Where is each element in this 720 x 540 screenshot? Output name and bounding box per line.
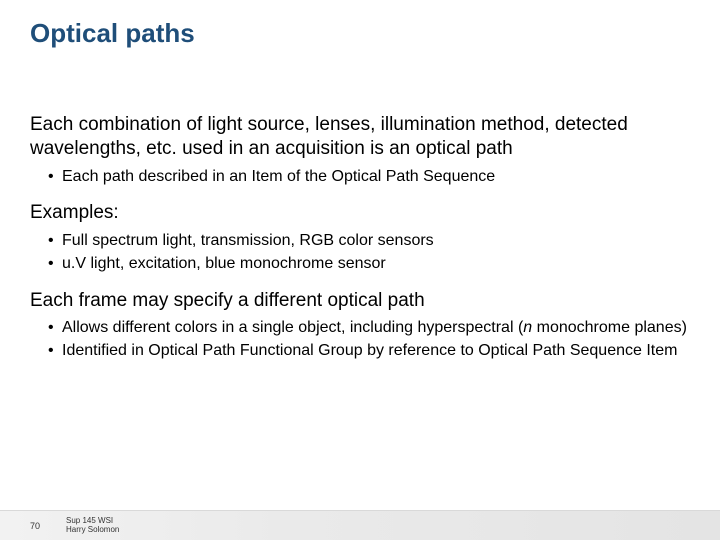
list-item: Identified in Optical Path Functional Gr…: [48, 341, 690, 362]
bullet-list: Allows different colors in a single obje…: [30, 318, 690, 362]
list-item: Allows different colors in a single obje…: [48, 318, 690, 339]
lead-text: Each combination of light source, lenses…: [30, 113, 690, 161]
bullet-text-post: monochrome planes): [532, 319, 687, 336]
list-item: Each path described in an Item of the Op…: [48, 167, 690, 188]
content-block-2: Examples: Full spectrum light, transmiss…: [30, 201, 690, 274]
bullet-list: Full spectrum light, transmission, RGB c…: [30, 231, 690, 275]
list-item: u.V light, excitation, blue monochrome s…: [48, 254, 690, 275]
list-item: Full spectrum light, transmission, RGB c…: [48, 231, 690, 252]
slide-footer: 70 Sup 145 WSI Harry Solomon: [0, 510, 720, 540]
bullet-text-pre: Allows different colors in a single obje…: [62, 319, 523, 336]
content-block-3: Each frame may specify a different optic…: [30, 289, 690, 362]
content-block-1: Each combination of light source, lenses…: [30, 113, 690, 187]
footer-line-2: Harry Solomon: [66, 526, 119, 535]
slide: Optical paths Each combination of light …: [0, 0, 720, 540]
page-number: 70: [30, 521, 40, 531]
bullet-text-italic: n: [523, 319, 532, 336]
bullet-list: Each path described in an Item of the Op…: [30, 167, 690, 188]
slide-title: Optical paths: [30, 18, 690, 49]
footer-text: Sup 145 WSI Harry Solomon: [66, 517, 119, 535]
lead-text: Each frame may specify a different optic…: [30, 289, 690, 313]
lead-text: Examples:: [30, 201, 690, 225]
